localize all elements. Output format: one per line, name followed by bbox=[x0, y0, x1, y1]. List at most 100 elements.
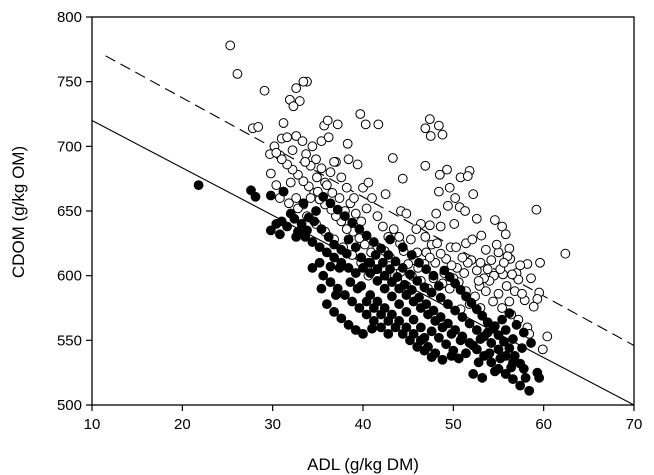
open-data-point bbox=[291, 83, 302, 94]
y-axis-label: CDOM (g/kg OM) bbox=[9, 146, 28, 278]
filled-data-point bbox=[493, 330, 504, 341]
open-data-point bbox=[500, 229, 511, 240]
filled-data-point bbox=[300, 231, 311, 242]
open-data-point bbox=[298, 176, 309, 187]
filled-data-point bbox=[390, 322, 401, 333]
open-data-point bbox=[373, 119, 384, 130]
filled-data-point bbox=[433, 281, 444, 291]
filled-data-point bbox=[511, 319, 522, 330]
filled-data-point bbox=[274, 229, 285, 240]
filled-data-point bbox=[265, 190, 276, 201]
filled-data-point bbox=[508, 334, 518, 344]
open-data-point bbox=[253, 122, 264, 132]
filled-data-point bbox=[329, 306, 339, 317]
open-data-point bbox=[435, 221, 446, 232]
open-data-point bbox=[424, 114, 435, 125]
filled-data-point bbox=[383, 250, 394, 260]
open-data-point bbox=[232, 69, 243, 79]
filled-data-point bbox=[368, 303, 379, 313]
filled-data-point bbox=[484, 348, 495, 359]
filled-data-point bbox=[486, 338, 497, 348]
filled-data-point bbox=[428, 270, 439, 281]
filled-data-point bbox=[397, 328, 408, 339]
open-data-point bbox=[321, 180, 332, 191]
filled-data-point bbox=[340, 211, 350, 222]
filled-data-point bbox=[293, 226, 303, 237]
filled-data-point bbox=[329, 239, 339, 250]
open-data-point bbox=[449, 219, 460, 229]
open-data-point bbox=[420, 231, 431, 242]
open-data-point bbox=[489, 215, 500, 225]
open-data-point bbox=[325, 167, 336, 178]
filled-data-point bbox=[504, 343, 515, 353]
filled-data-point bbox=[493, 344, 504, 355]
filled-data-point bbox=[486, 357, 497, 368]
x-tick-label: 30 bbox=[264, 416, 281, 433]
filled-data-point bbox=[387, 277, 397, 288]
filled-data-point bbox=[464, 318, 475, 329]
open-data-point bbox=[437, 129, 448, 140]
filled-data-point bbox=[314, 257, 325, 268]
filled-data-point bbox=[289, 213, 300, 224]
y-tick-label: 600 bbox=[57, 268, 82, 285]
open-data-point bbox=[312, 172, 322, 183]
filled-data-point bbox=[515, 380, 526, 391]
filled-data-point bbox=[329, 252, 339, 263]
filled-data-point bbox=[406, 250, 417, 260]
open-data-point bbox=[501, 281, 512, 291]
open-data-point bbox=[497, 303, 508, 313]
filled-data-point bbox=[385, 264, 396, 275]
open-data-point bbox=[297, 136, 308, 147]
filled-data-point bbox=[356, 252, 367, 263]
open-data-point bbox=[350, 208, 361, 219]
open-data-point bbox=[460, 206, 470, 216]
open-data-point bbox=[380, 189, 391, 200]
filled-data-point bbox=[489, 366, 500, 377]
filled-data-point bbox=[499, 336, 509, 347]
open-data-point bbox=[425, 131, 436, 141]
filled-data-point bbox=[343, 319, 354, 330]
filled-data-point bbox=[377, 257, 388, 268]
open-data-point bbox=[528, 301, 539, 312]
open-data-point bbox=[486, 255, 497, 266]
open-data-point bbox=[372, 211, 383, 222]
y-tick-label: 800 bbox=[57, 9, 82, 26]
open-data-point bbox=[431, 208, 442, 219]
y-tick-label: 500 bbox=[57, 397, 82, 414]
filled-data-point bbox=[336, 313, 347, 324]
x-tick-label: 40 bbox=[355, 416, 372, 433]
open-data-point bbox=[327, 187, 338, 198]
filled-data-point bbox=[271, 219, 282, 229]
open-data-point bbox=[433, 120, 444, 131]
open-data-point bbox=[311, 154, 321, 165]
filled-data-point bbox=[394, 283, 405, 294]
filled-data-point bbox=[356, 281, 367, 291]
filled-data-point bbox=[506, 362, 517, 373]
filled-data-point bbox=[278, 186, 289, 197]
filled-data-point bbox=[397, 242, 408, 253]
filled-data-point bbox=[282, 221, 293, 232]
filled-data-point bbox=[316, 224, 327, 235]
open-data-point bbox=[377, 221, 388, 232]
filled-data-point bbox=[401, 290, 412, 300]
open-data-point bbox=[405, 234, 416, 245]
filled-data-point bbox=[347, 296, 358, 307]
filled-data-point bbox=[376, 243, 386, 254]
open-data-point bbox=[225, 40, 236, 51]
filled-data-point bbox=[419, 282, 430, 293]
x-tick-label: 60 bbox=[535, 416, 552, 433]
open-data-point bbox=[515, 260, 526, 271]
filled-data-point bbox=[450, 278, 461, 289]
open-data-point bbox=[517, 288, 527, 299]
x-tick-label: 50 bbox=[445, 416, 462, 433]
filled-data-point bbox=[347, 217, 358, 228]
open-data-point bbox=[291, 193, 302, 203]
open-data-point bbox=[560, 248, 571, 259]
open-data-point bbox=[359, 239, 370, 250]
filled-data-point bbox=[358, 263, 368, 273]
filled-data-point bbox=[354, 224, 365, 235]
open-data-point bbox=[513, 274, 524, 285]
open-data-point bbox=[482, 264, 493, 275]
open-data-point bbox=[388, 224, 399, 235]
